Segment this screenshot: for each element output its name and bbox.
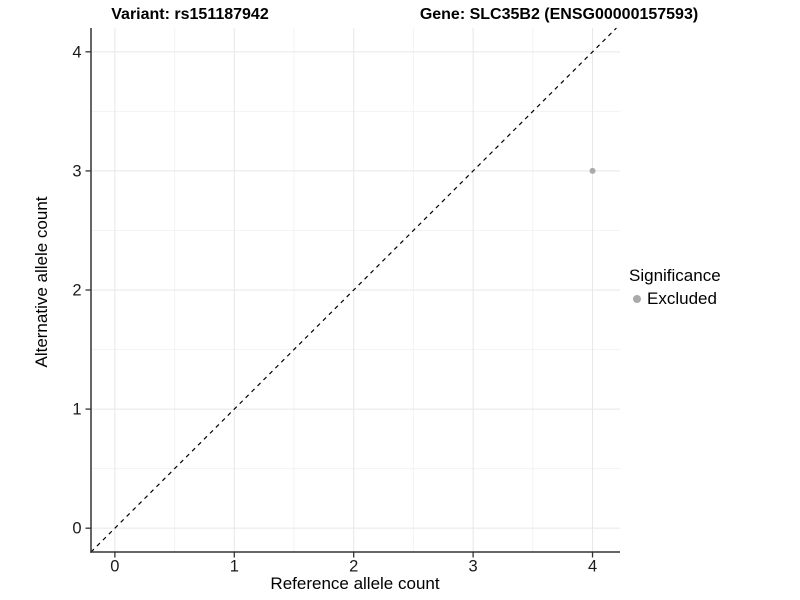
- data-point: [589, 167, 596, 174]
- y-tick-label: 2: [72, 282, 81, 300]
- gene-title: Gene: SLC35B2 (ENSG00000157593): [419, 6, 699, 23]
- x-tick-label: 0: [110, 558, 119, 576]
- legend-title: Significance: [629, 266, 721, 285]
- legend-entry-label: Excluded: [647, 289, 717, 308]
- y-tick-label: 0: [72, 520, 81, 538]
- y-tick-label: 3: [72, 162, 81, 180]
- x-tick-label: 2: [349, 558, 358, 576]
- legend: Significance Excluded: [629, 266, 721, 309]
- x-tick-label: 3: [469, 558, 478, 576]
- y-tick-label: 1: [72, 401, 81, 419]
- variant-title: Variant: rs151187942: [111, 6, 269, 23]
- x-tick-label: 4: [588, 558, 597, 576]
- legend-entry-excluded: Excluded: [629, 289, 721, 309]
- y-axis-title: Alternative allele count: [32, 196, 51, 368]
- x-tick-label: 1: [230, 558, 239, 576]
- legend-marker-icon: [633, 295, 641, 303]
- x-axis-title: Reference allele count: [270, 574, 440, 593]
- y-tick-label: 4: [72, 43, 81, 61]
- identity-dashed-line: [90, 27, 617, 553]
